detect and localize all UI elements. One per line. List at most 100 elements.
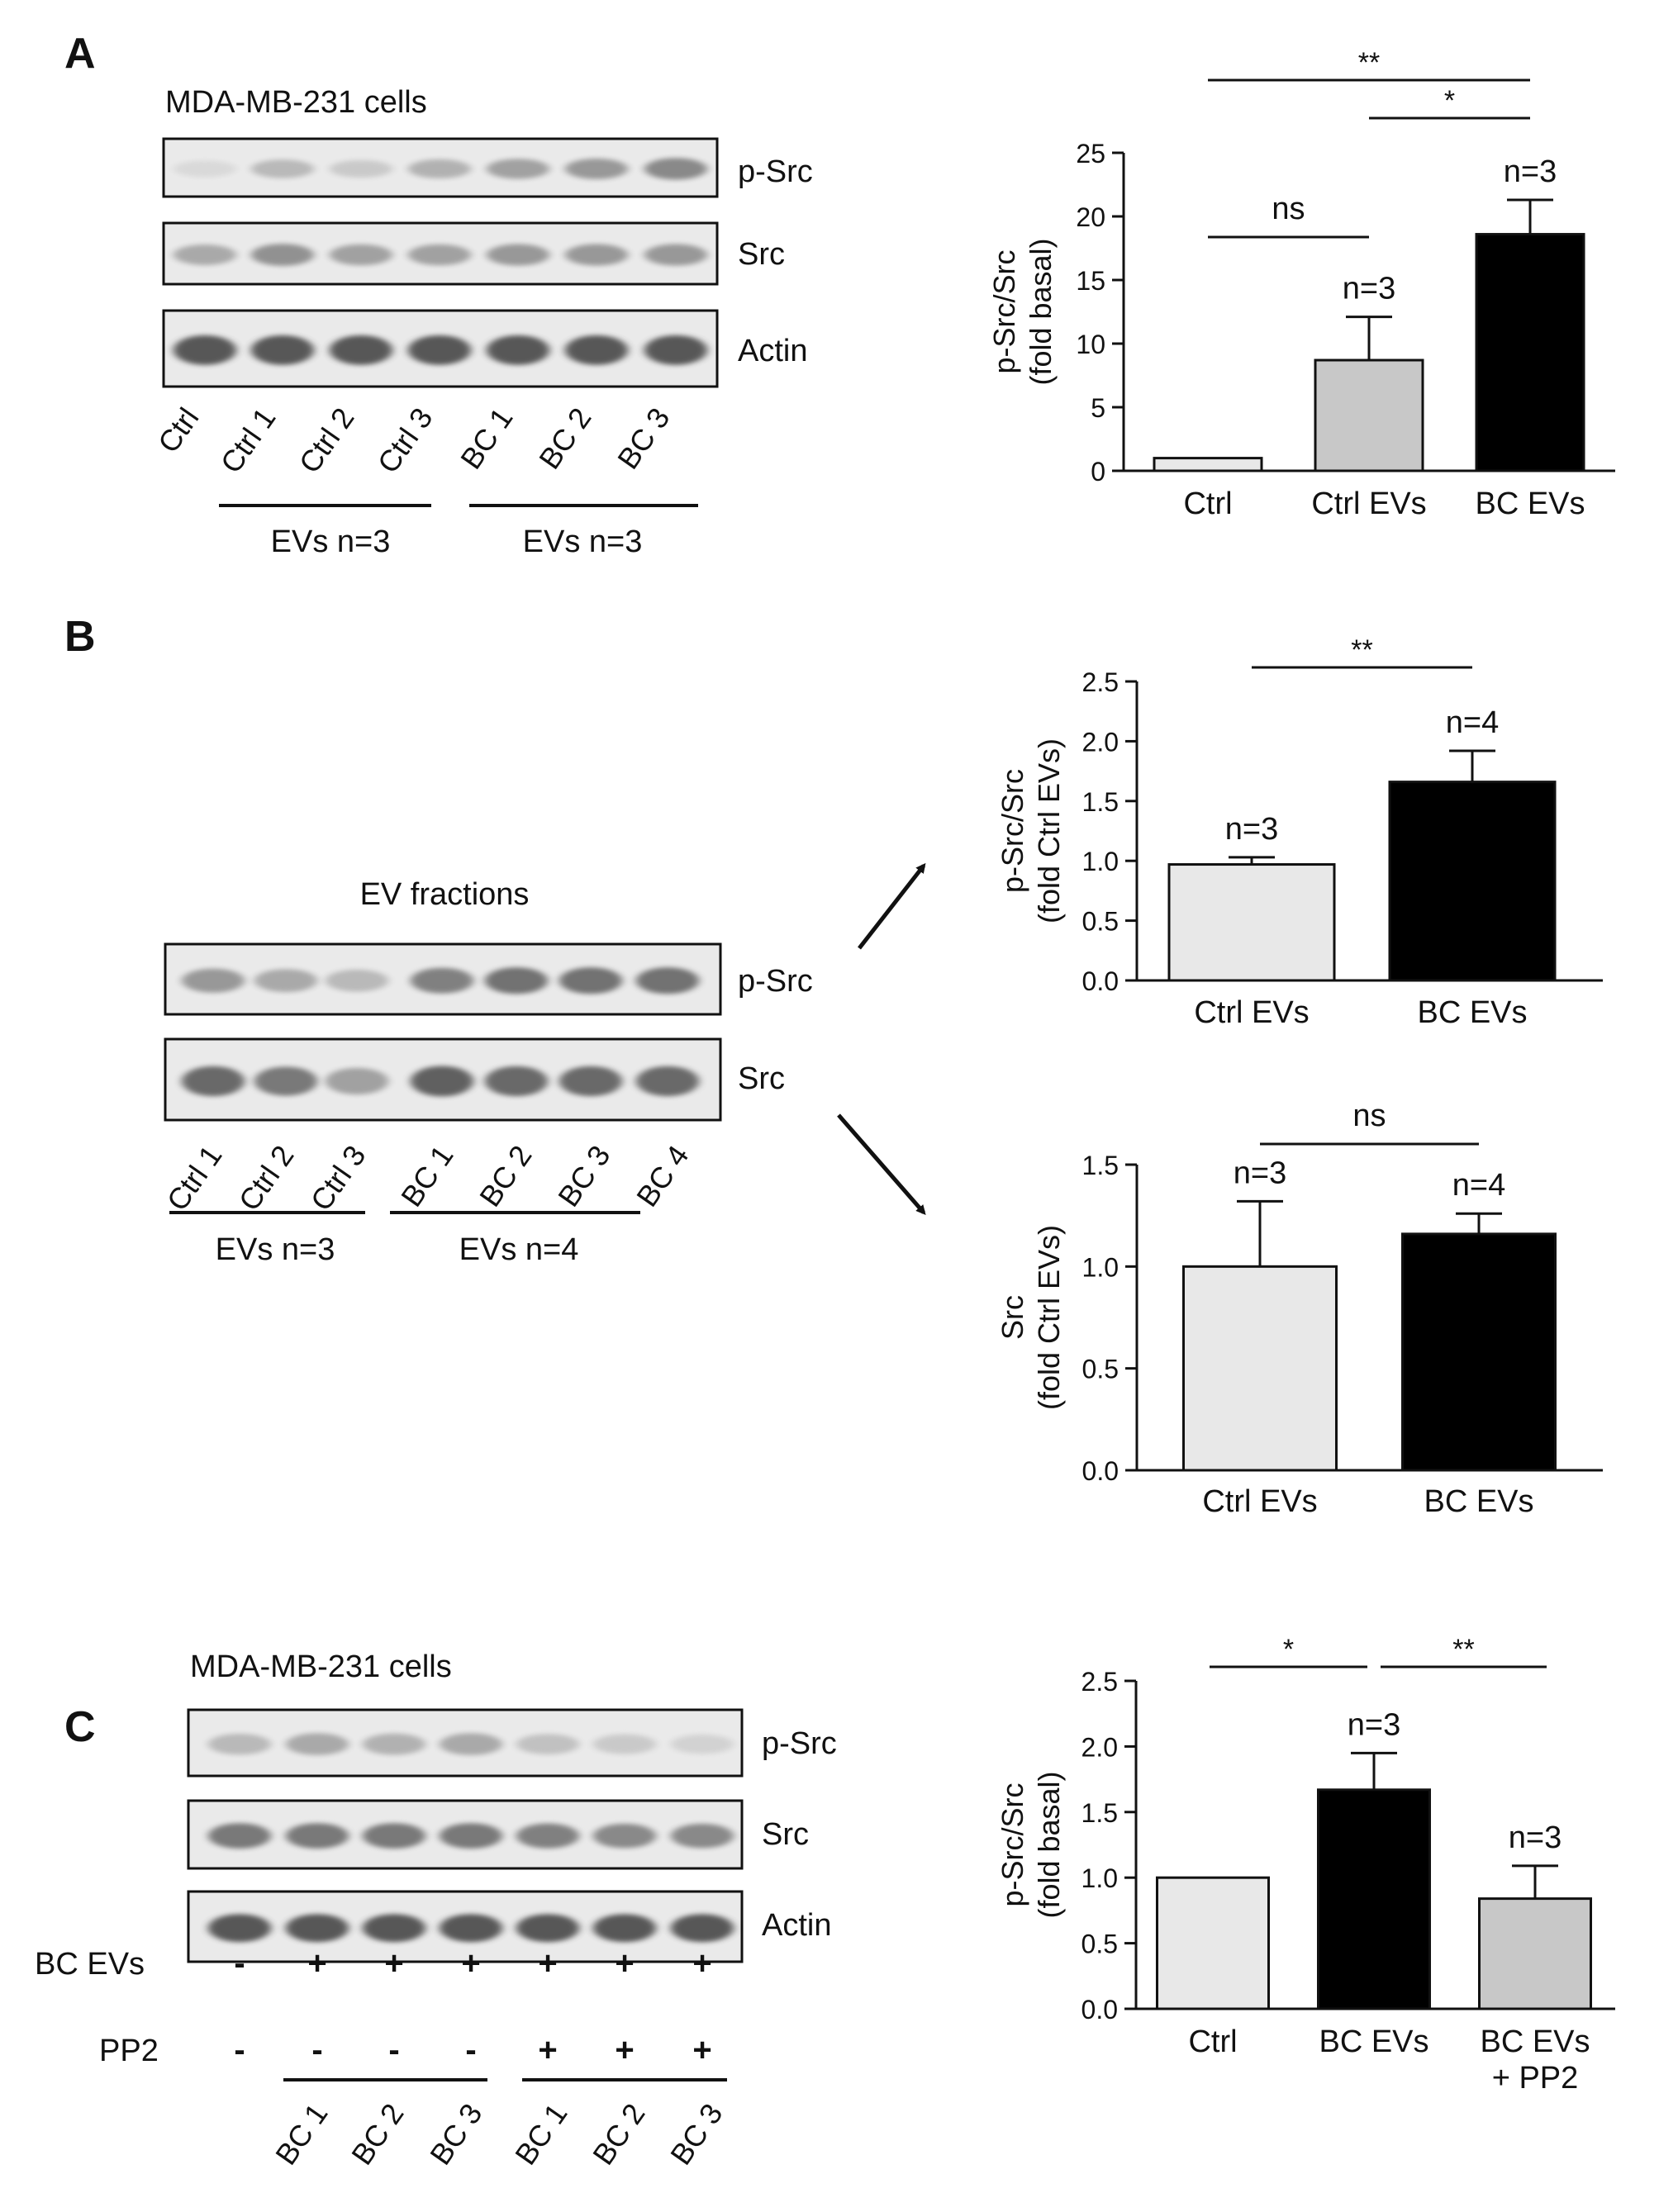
category-label: Ctrl EVs [1311,487,1426,521]
blot-c-treatment-label: PP2 [99,2034,159,2068]
blot-band [487,335,549,365]
blot-band [286,1823,349,1849]
y-tick-label: 10 [1076,330,1105,359]
y-tick-label: 25 [1076,139,1105,169]
arrow-to-src-chart [837,1113,926,1216]
blot-band [516,1734,579,1755]
category-label: + PP2 [1492,2061,1579,2096]
y-tick-label: 2.5 [1081,1667,1118,1697]
blot-treatment-sign: + [615,2032,634,2068]
blot-treatment-sign: - [465,2032,476,2068]
blot-band [286,1914,349,1943]
n-label: n=4 [1452,1168,1505,1203]
bar [1401,1232,1557,1472]
blot-a-group-label: EVs n=3 [523,525,643,559]
blot-band [286,1733,349,1755]
y-tick-label: 15 [1076,266,1105,296]
y-tick-label: 1.0 [1082,847,1119,876]
blot-band [636,1066,699,1097]
significance-label: ns [1352,1099,1386,1133]
chart-c: 0.0 0.5 1.0 1.5 2.0 2.5 p-Src/Src (fold basal) C… [996,1634,1615,2096]
blot-c-title: MDA-MB-231 cells [190,1650,452,1684]
blot-a-row-label-actin: Actin [738,334,807,368]
n-label: n=3 [1225,812,1278,847]
blot-band [363,1823,425,1849]
blot-band [174,335,236,365]
blot-treatment-sign: + [538,2032,557,2068]
blot-band [251,335,314,365]
blot-band [254,969,317,993]
blot-treatment-sign: + [384,1945,403,1982]
blot-c-row-label-src: Src [762,1817,809,1852]
category-label: Ctrl EVs [1202,1484,1317,1519]
blot-c-row-label-actin: Actin [762,1908,831,1943]
blot-band [559,1066,622,1097]
category-label: Ctrl EVs [1194,995,1309,1030]
blot-band [593,1734,656,1754]
blot-band [254,1066,317,1096]
n-label: n=3 [1234,1156,1286,1190]
blot-band [671,1914,734,1943]
significance-label: ** [1358,47,1380,78]
blot-c-lane-label: BC 1 [269,2097,334,2171]
blot-band [408,244,471,266]
blot-band [671,1734,734,1754]
blot-a-row-label-src: Src [738,237,785,272]
blot-band [208,1823,271,1849]
blot-band [326,1067,388,1095]
blot-band [411,1066,473,1097]
y-tick-label: 0.5 [1082,1355,1119,1384]
bar [1156,1876,1270,2010]
significance-label: ** [1452,1634,1474,1665]
blot-band [644,158,707,180]
chart-b2: 0.0 0.5 1.0 1.5 Src (fold Ctrl EVs) n=3 Ctrl EV… [996,1099,1603,1519]
blot-band [408,335,471,365]
panel-letter-c: C [64,1703,96,1751]
category-label: Ctrl [1183,487,1232,521]
chart-b1: 0.0 0.5 1.0 1.5 2.0 2.5 p-Src/Src (fold Ctrl EV… [996,634,1603,1030]
blot-band [182,968,245,993]
blot-band [363,1733,425,1755]
blot-b-title: EV fractions [360,877,530,912]
y-axis-label: (fold basal) [1032,1771,1066,1918]
blot-a-lane-label: BC 3 [611,401,676,475]
y-axis-label: p-Src/Src [987,249,1021,373]
category-label: Ctrl [1188,2025,1237,2059]
chart-a: 0 5 10 15 20 25 p-Src/Src (fold basal) Ctrl n=3 Ct… [987,47,1615,521]
blot-band [671,1823,734,1849]
blot-a-lane-label: BC 1 [454,401,519,475]
blot-band [174,244,236,265]
y-tick-label: 2.0 [1082,727,1119,757]
bar [1478,1897,1592,2010]
blot-b-lane-label: BC 1 [394,1139,459,1213]
blot-band [593,1823,656,1849]
y-tick-label: 1.0 [1082,1252,1119,1282]
blot-band [330,335,392,365]
blot-a-lane-label: Ctrl 2 [292,401,361,479]
blot-b-lane-label: BC 4 [630,1139,695,1213]
y-tick-label: 1.5 [1081,1798,1118,1828]
blot-band [565,335,628,365]
blot-band [408,159,471,178]
blot-band [208,1914,271,1943]
y-axis-label: Src [996,1295,1029,1340]
bar [1167,863,1336,982]
significance-label: * [1283,1634,1294,1665]
blot-a-title: MDA-MB-231 cells [165,85,427,120]
blot-band [182,1066,245,1097]
y-tick-label: 2.0 [1081,1732,1118,1762]
bar [1314,358,1424,472]
panel-letter-b: B [64,613,96,661]
y-axis-label: (fold Ctrl EVs) [1032,1225,1066,1410]
blot-band [559,967,622,994]
y-tick-label: 2.5 [1082,667,1119,697]
y-tick-label: 0 [1091,457,1105,487]
blot-band [644,335,707,365]
blot-c-lane-label: BC 2 [345,2097,410,2171]
blot-band [485,967,548,994]
blot-treatment-sign: + [692,2032,711,2068]
y-axis-label: p-Src/Src [996,769,1029,893]
blot-a-lane-label: BC 2 [532,401,597,475]
y-tick-label: 20 [1076,202,1105,232]
